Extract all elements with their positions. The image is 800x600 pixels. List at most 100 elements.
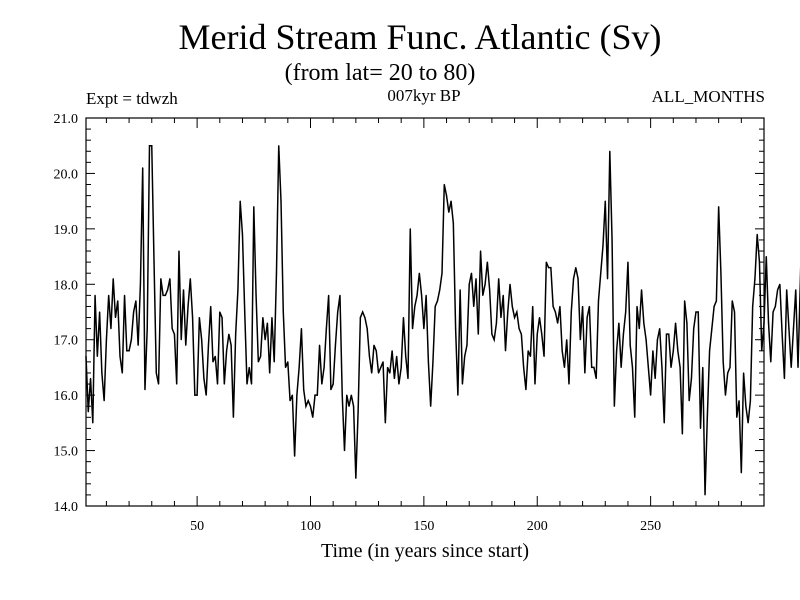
data-point (722, 361, 724, 363)
data-point (221, 316, 223, 319)
data-point (754, 278, 756, 280)
data-point (504, 350, 507, 352)
data-point (207, 344, 210, 346)
data-point (300, 328, 303, 330)
data-point (781, 333, 783, 335)
data-point (765, 255, 767, 258)
data-point (377, 372, 380, 374)
data-point (477, 333, 479, 335)
data-point (790, 366, 792, 369)
data-point (382, 361, 384, 363)
data-point (464, 355, 466, 357)
y-tick-label: 15.0 (54, 445, 79, 460)
data-point (752, 305, 754, 308)
data-point (659, 328, 661, 330)
data-point (618, 322, 620, 324)
y-tick-label: 19.0 (54, 223, 79, 238)
data-point (171, 328, 173, 330)
data-point (368, 355, 371, 357)
data-point (527, 350, 529, 352)
data-point (117, 300, 119, 302)
data-point (613, 405, 615, 407)
data-point (334, 344, 337, 346)
y-tick-label: 16.0 (54, 389, 79, 404)
data-point (591, 366, 593, 369)
data-point (557, 322, 559, 324)
data-point (425, 294, 427, 296)
data-point (795, 289, 797, 291)
data-point (439, 289, 441, 291)
data-point (663, 422, 665, 424)
data-point (96, 355, 98, 357)
data-point (151, 145, 153, 147)
data-point (357, 411, 359, 413)
data-point (643, 322, 645, 324)
data-point (384, 422, 386, 424)
data-point (312, 416, 314, 418)
data-point (330, 389, 332, 391)
data-point (112, 278, 114, 280)
data-point (214, 355, 216, 357)
data-point (536, 333, 538, 335)
data-point (148, 145, 151, 147)
data-point (407, 377, 409, 380)
data-point (89, 377, 92, 380)
data-point (296, 394, 298, 396)
data-point (237, 289, 239, 291)
data-point (355, 477, 357, 479)
data-point (350, 394, 352, 396)
data-point (155, 372, 157, 374)
data-point (246, 383, 248, 385)
data-point (681, 433, 683, 435)
data-point (475, 278, 477, 280)
data-point (144, 389, 146, 391)
data-point (718, 206, 720, 208)
data-point (418, 272, 420, 274)
data-point (736, 416, 738, 418)
data-point (339, 294, 341, 296)
data-point (416, 294, 418, 296)
data-point (434, 305, 436, 308)
data-point (348, 405, 350, 407)
data-point (191, 316, 194, 319)
data-point (645, 339, 647, 341)
data-point (176, 383, 178, 385)
data-point (740, 472, 742, 474)
y-tick-label: 20.0 (54, 167, 79, 182)
data-point (443, 183, 445, 186)
data-point (373, 344, 375, 346)
data-point (620, 366, 622, 369)
data-point (713, 305, 715, 308)
x-tick-label: 150 (413, 519, 434, 534)
data-point (337, 311, 339, 313)
data-point (239, 200, 241, 202)
data-point (745, 405, 747, 407)
y-tick-label: 21.0 (54, 112, 79, 127)
months-label: ALL_MONTHS (651, 87, 765, 106)
data-point (595, 377, 597, 380)
data-point (684, 300, 686, 302)
data-point (255, 294, 257, 296)
data-point (282, 311, 284, 313)
data-point (611, 239, 613, 241)
data-point (631, 366, 634, 369)
data-point (321, 383, 323, 385)
data-point (627, 261, 629, 263)
data-point (153, 261, 155, 263)
data-point (747, 422, 749, 424)
data-point (495, 322, 498, 324)
data-point (670, 366, 672, 369)
data-point (194, 394, 196, 396)
data-point (400, 366, 402, 369)
data-point (157, 383, 160, 385)
data-point (479, 250, 482, 252)
data-point (742, 372, 745, 374)
data-points (85, 145, 800, 496)
data-point (346, 394, 348, 396)
data-point (661, 366, 663, 369)
data-point (473, 305, 475, 308)
data-point (307, 400, 309, 402)
data-point (108, 294, 110, 296)
data-point (162, 294, 164, 296)
data-point (364, 316, 366, 319)
